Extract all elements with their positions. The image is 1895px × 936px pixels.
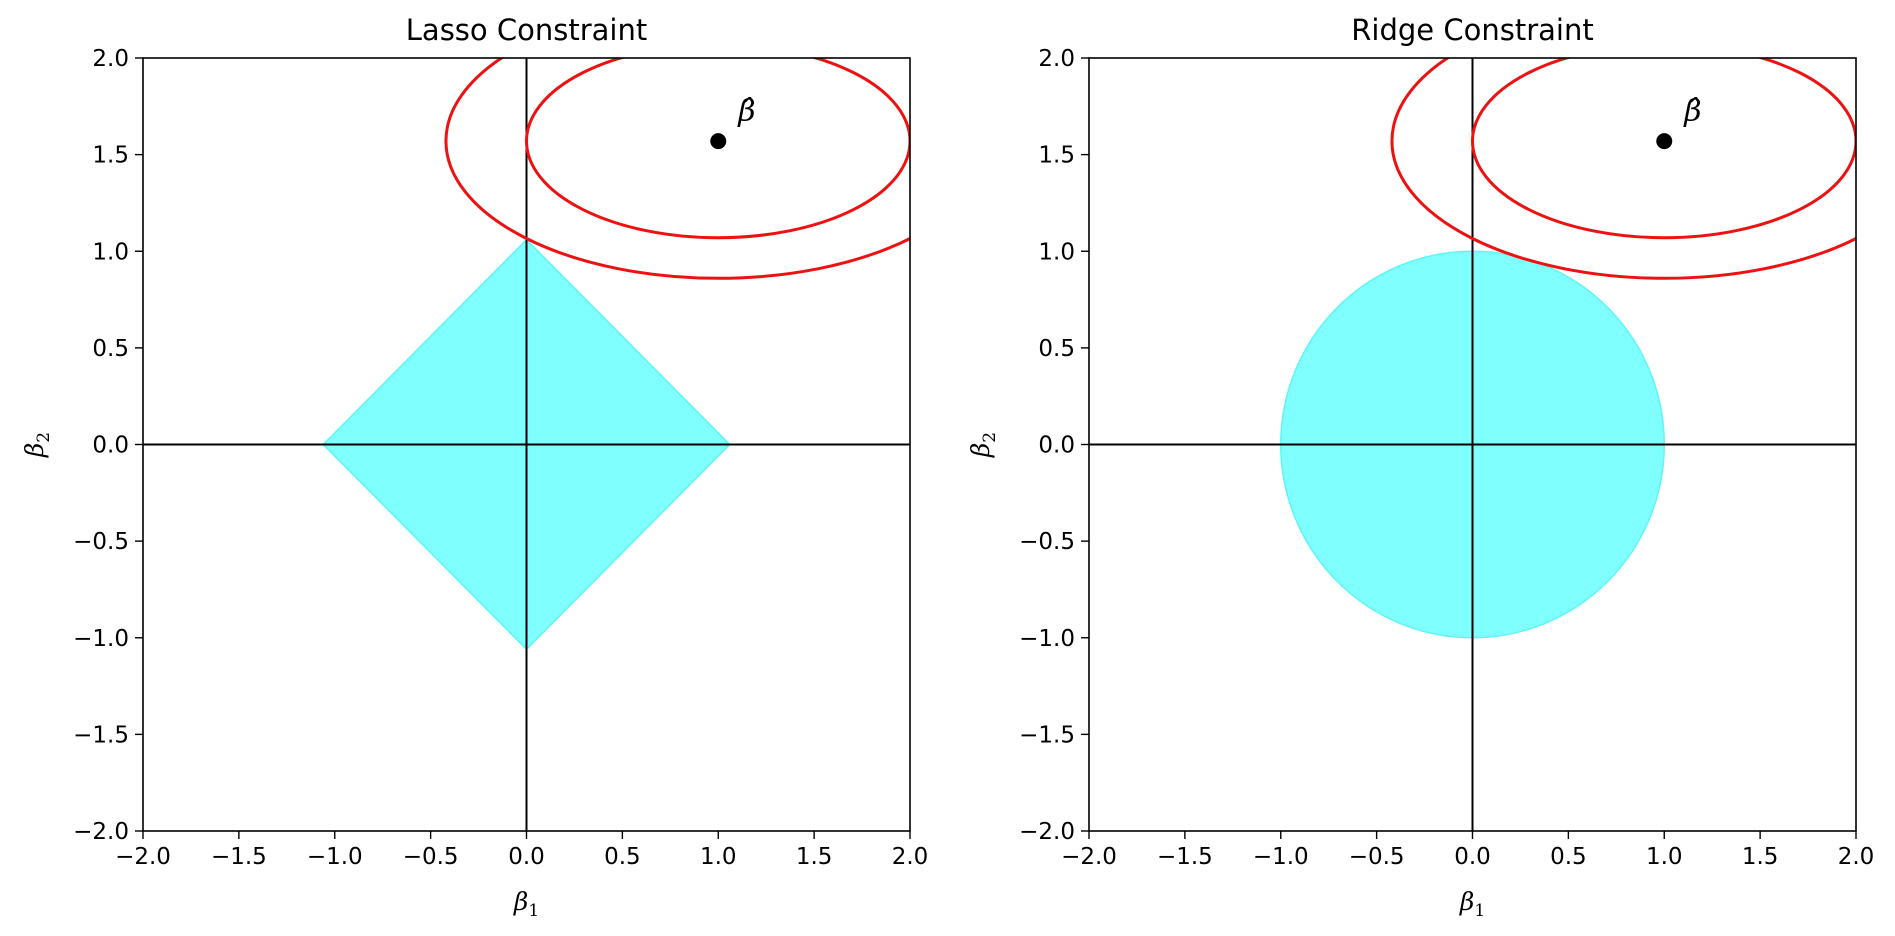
y-tick-label: 1.5: [92, 143, 129, 169]
x-tick-label: −1.5: [1157, 844, 1213, 870]
chart-panel-lasso: β̂ −2.0 −1.5 −1.0 −0.5 0.0 0.5 1.0 1.5 2.0 2.0 1.5 1…: [20, 13, 929, 921]
x-tick-label: 1.0: [1646, 844, 1683, 870]
chart-title: Ridge Constraint: [1351, 13, 1593, 47]
y-tick-label: −2.0: [73, 819, 129, 845]
x-tick-label: −0.5: [1349, 844, 1405, 870]
y-tick-label: −1.5: [1019, 722, 1075, 748]
rss-contour-1: [525, 58, 910, 240]
x-tick-label: 1.5: [796, 844, 833, 870]
y-axis-label: β2: [20, 432, 54, 458]
beta-hat-label: β̂: [1683, 94, 1701, 129]
y-tick-label: −2.0: [1019, 819, 1075, 845]
y-tick-label: 0.5: [92, 336, 129, 362]
chart-title: Lasso Constraint: [406, 13, 647, 47]
x-axis-label: β1: [513, 887, 539, 921]
chart-panel-ridge: β̂ −2.0 −1.5 −1.0 −0.5 0.0 0.5 1.0 1.5 2.0 2.0 1.5 1…: [966, 13, 1875, 921]
y-tick-label: −0.5: [1019, 529, 1075, 555]
y-tick-label: −1.0: [1019, 626, 1075, 652]
x-tick-label: 0.5: [604, 844, 641, 870]
y-tick-label: −1.5: [73, 722, 129, 748]
plot-area: [143, 58, 910, 831]
y-tick-label: 0.0: [1038, 433, 1075, 459]
rss-contour-2: [444, 58, 910, 280]
plot-area: [1089, 58, 1856, 831]
x-tick-label: −1.0: [307, 844, 363, 870]
x-tick-label: 1.0: [700, 844, 737, 870]
x-tick-label: 2.0: [1838, 844, 1875, 870]
y-tick-label: 0.0: [92, 433, 129, 459]
y-tick-label: 1.0: [92, 239, 129, 265]
y-tick-label: −0.5: [73, 529, 129, 555]
x-tick-label: 0.0: [508, 844, 545, 870]
x-tick-label: −1.0: [1253, 844, 1309, 870]
x-axis-label: β1: [1459, 887, 1485, 921]
x-tick-label: −2.0: [115, 844, 171, 870]
y-tick-label: 1.5: [1038, 143, 1075, 169]
rss-contour-2: [1390, 58, 1856, 280]
beta-hat-point: [710, 133, 727, 150]
y-tick-label: 2.0: [1038, 46, 1075, 72]
x-tick-label: 0.5: [1550, 844, 1587, 870]
y-axis-label: β2: [966, 432, 1000, 458]
y-tick-label: 1.0: [1038, 239, 1075, 265]
x-tick-label: −1.5: [211, 844, 267, 870]
beta-hat-point: [1656, 133, 1673, 150]
x-tick-label: −2.0: [1061, 844, 1117, 870]
y-tick-label: 2.0: [92, 46, 129, 72]
x-tick-label: 0.0: [1454, 844, 1491, 870]
beta-hat-label: β̂: [737, 94, 755, 129]
y-tick-label: −1.0: [73, 626, 129, 652]
x-tick-label: 2.0: [892, 844, 929, 870]
x-tick-label: −0.5: [403, 844, 459, 870]
rss-contour-1: [1471, 58, 1856, 240]
x-tick-label: 1.5: [1742, 844, 1779, 870]
y-tick-label: 0.5: [1038, 336, 1075, 362]
